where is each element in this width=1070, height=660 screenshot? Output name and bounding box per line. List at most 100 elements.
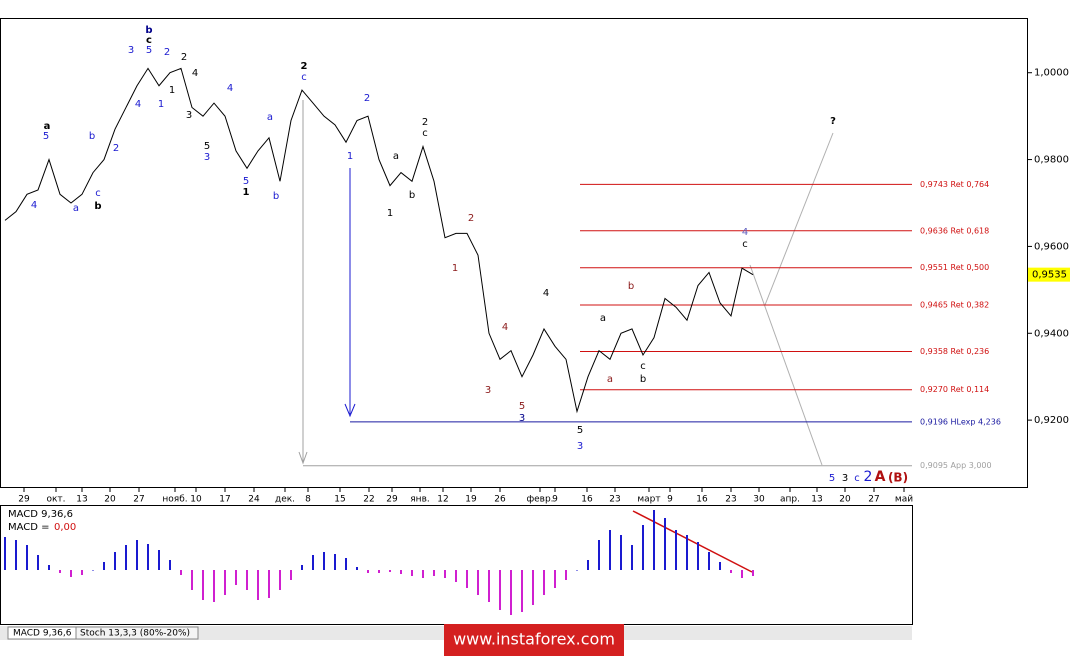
macd-bar <box>719 562 721 570</box>
macd-bar <box>356 567 358 570</box>
watermark: www.instaforex.com <box>453 630 615 649</box>
wave-label: c <box>854 473 860 484</box>
wave-label: a <box>267 112 273 123</box>
wave-label: c <box>422 128 428 139</box>
macd-bar <box>15 540 17 570</box>
macd-bar <box>631 545 633 570</box>
y-tick-label: 0,9200 <box>1034 415 1069 426</box>
wave-label: a <box>73 203 79 214</box>
macd-label: MACD 9,36,6 <box>8 509 73 520</box>
wave-label: 1 <box>387 208 393 219</box>
last-price-box <box>1028 267 1070 282</box>
wave-label: 2 <box>301 61 308 72</box>
level-label: 0,9196 HLexp 4,236 <box>920 417 1001 426</box>
x-tick-label: 22 <box>363 495 374 505</box>
wave-label: 1 <box>158 99 164 110</box>
wave-label: 3 <box>485 385 491 396</box>
level-label: 0,9636 Ret 0,618 <box>920 226 989 235</box>
macd-bar <box>433 570 435 576</box>
wave-label: 4 <box>502 322 508 333</box>
macd-bar <box>642 525 644 570</box>
x-tick-label: 23 <box>725 495 736 505</box>
level-label: 0,9270 Ret 0,114 <box>920 385 989 394</box>
macd-bar <box>202 570 204 600</box>
x-tick-label: февр. <box>526 495 553 505</box>
tab-label[interactable]: Stoch 13,3,3 (80%-20%) <box>80 629 190 639</box>
wave-label: c <box>95 188 101 199</box>
x-tick-label: 27 <box>133 495 144 505</box>
wave-label: 1 <box>347 151 353 162</box>
macd-bar <box>114 552 116 570</box>
wave-label: 1 <box>452 263 458 274</box>
arrow-head <box>298 451 308 465</box>
macd-bar <box>378 570 380 573</box>
level-label: 0,9551 Ret 0,500 <box>920 263 989 272</box>
macd-bar <box>323 552 325 570</box>
macd-bar <box>653 510 655 570</box>
wave-label: c <box>301 72 307 83</box>
macd-bar <box>48 565 50 570</box>
wave-label: 2 <box>181 52 187 63</box>
x-tick-label: 16 <box>581 495 593 505</box>
macd-value: 0,00 <box>54 522 76 533</box>
x-tick-label: май <box>895 495 913 505</box>
macd-bar <box>488 570 490 602</box>
x-tick-label: 27 <box>868 495 879 505</box>
macd-bar <box>345 558 347 570</box>
projection-line <box>749 264 823 466</box>
price-line <box>4 67 754 414</box>
projection-line <box>764 132 834 306</box>
wave-label: 3 <box>186 110 192 121</box>
arrow-head <box>344 403 356 418</box>
wave-label: 5 <box>243 176 249 187</box>
wave-label: 2 <box>113 143 119 154</box>
wave-label: 5 <box>577 425 583 436</box>
wave-label: 5 <box>43 131 49 142</box>
wave-label: 3 <box>128 45 134 56</box>
macd-bar <box>59 570 61 573</box>
wave-label: 5 <box>204 141 210 152</box>
wave-label: 1 <box>169 85 175 96</box>
x-tick-label: 9 <box>552 495 558 505</box>
wave-label: 4 <box>543 288 549 299</box>
x-tick-label: 13 <box>76 495 87 505</box>
macd-bar <box>246 570 248 590</box>
wave-label: 2 <box>468 213 474 224</box>
macd-bar <box>158 550 160 570</box>
x-tick-label: 16 <box>696 495 708 505</box>
macd-bar <box>664 518 666 570</box>
tab-label[interactable]: MACD 9,36,6 <box>13 629 72 639</box>
level-label: 0,9095 App 3,000 <box>920 461 992 470</box>
macd-bar <box>554 570 556 588</box>
x-tick-label: 17 <box>219 495 230 505</box>
wave-label: 5 <box>519 401 525 412</box>
wave-label: 4 <box>135 99 141 110</box>
macd-bar <box>521 570 523 612</box>
macd-bar <box>532 570 534 605</box>
macd-bar <box>312 555 314 570</box>
x-tick-label: 26 <box>494 495 506 505</box>
wave-label: (B) <box>888 471 908 485</box>
macd-bar <box>169 560 171 570</box>
macd-bar <box>499 570 501 610</box>
macd-bar <box>180 570 182 575</box>
tab[interactable] <box>75 626 199 640</box>
x-tick-label: 8 <box>305 495 311 505</box>
macd-bar <box>92 570 94 571</box>
macd-bar <box>609 530 611 570</box>
wave-label: 5 <box>829 473 835 484</box>
macd-bar <box>4 537 6 570</box>
x-tick-label: 20 <box>104 495 116 505</box>
macd-bar <box>752 570 754 576</box>
macd-bar <box>213 570 215 602</box>
macd-bar <box>290 570 292 580</box>
x-tick-label: 24 <box>248 495 260 505</box>
x-tick-label: 23 <box>609 495 620 505</box>
macd-bar <box>147 544 149 570</box>
macd-bar <box>268 570 270 598</box>
macd-bar <box>26 545 28 570</box>
wave-label: b <box>628 281 634 292</box>
macd-bar <box>301 565 303 570</box>
macd-trendline <box>632 510 753 573</box>
